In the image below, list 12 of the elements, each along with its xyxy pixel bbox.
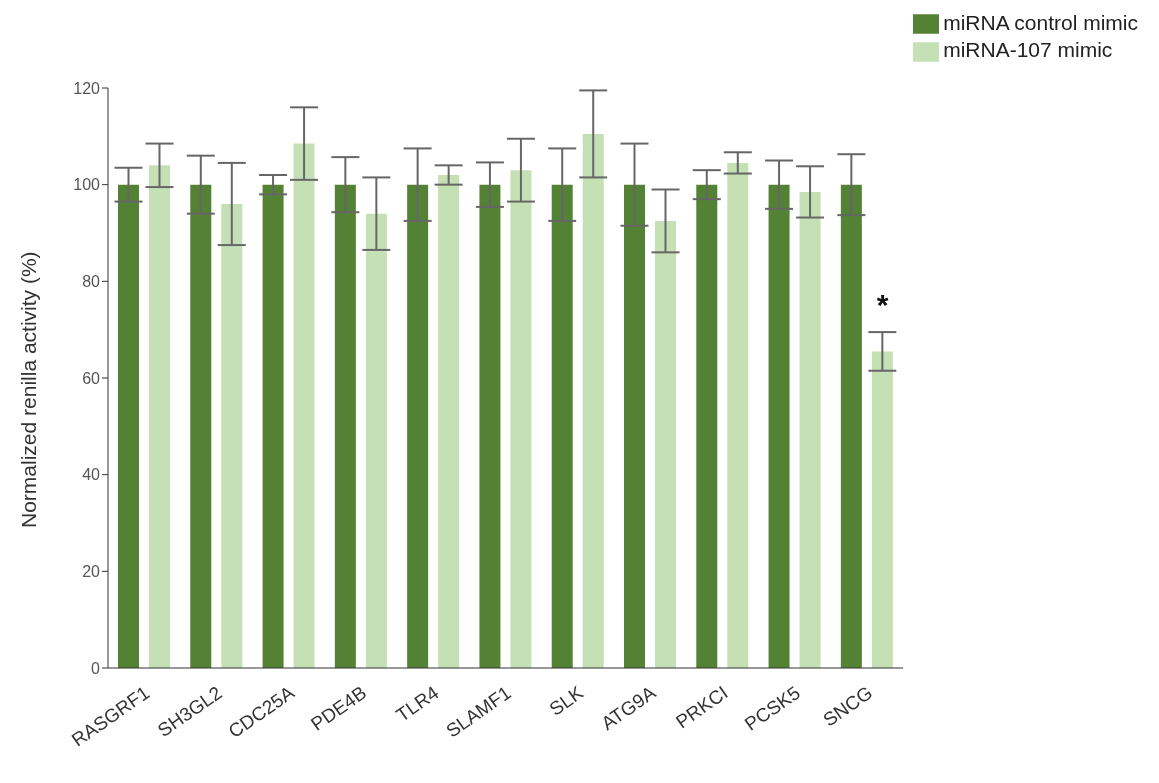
annotation: * (876, 287, 889, 321)
y-tick-label: 80 (82, 273, 101, 291)
y-axis-title: Normalized renilla activity (%) (17, 251, 41, 528)
y-tick-label: 40 (82, 466, 101, 484)
x-tick-label: SLK (545, 681, 588, 720)
legend-label: miRNA-107 mimic (943, 38, 1113, 62)
y-tick-label: 60 (82, 369, 101, 387)
y-tick-label: 20 (82, 563, 101, 581)
y-tick-label: 100 (73, 176, 101, 194)
legend-label: miRNA control mimic (943, 11, 1138, 34)
y-tick-label: 0 (91, 659, 101, 677)
y-tick-label: 120 (73, 79, 101, 97)
